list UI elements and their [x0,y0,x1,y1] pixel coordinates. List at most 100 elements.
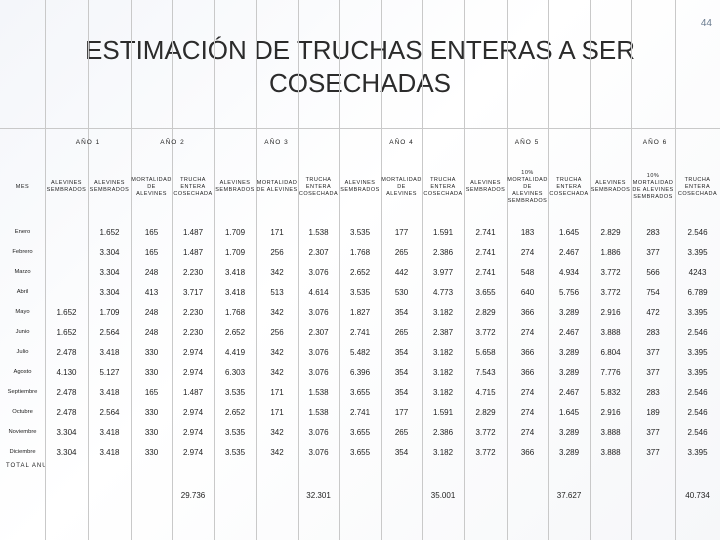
table-cell: 2.652 [225,327,246,337]
column-divider [214,0,215,540]
table-cell: 3.304 [99,287,120,297]
month-label: Marzo [14,269,31,275]
table-cell: 2.387 [433,327,454,337]
table-cell: 274 [520,407,535,417]
table-cell: 3.289 [559,367,580,377]
table-cell: 4243 [688,267,707,277]
table-cell: 5.832 [600,387,621,397]
table-cell: 3.772 [475,427,496,437]
table-cell: 177 [394,407,409,417]
month-label: Enero [14,229,31,235]
table-cell: 3.182 [433,387,454,397]
table-cell: 265 [394,327,409,337]
table-cell: 2.546 [687,387,708,397]
table-cell: 7.776 [600,367,621,377]
table-cell: 3.888 [600,427,621,437]
table-cell: 1.487 [183,387,204,397]
table-cell: 2.546 [687,407,708,417]
month-label: Octubre [12,409,33,415]
table-cell: 274 [520,427,535,437]
column-divider [298,0,299,540]
table-cell: 2.307 [308,247,329,257]
table-cell: 2.467 [559,387,580,397]
table-cell: 2.741 [475,247,496,257]
month-label: Abril [16,289,29,295]
table-cell: 3.772 [475,327,496,337]
table-cell: 2.974 [183,447,204,457]
table-row: Abril 3.304 413 3.717 3.418 513 4.614 3.535 530… [0,282,720,302]
table-cell: 3.395 [687,447,708,457]
table-cell: 3.977 [433,267,454,277]
table-cell: 1.538 [308,407,329,417]
table-cell: 265 [394,247,409,257]
table-cell: 7.543 [475,367,496,377]
table-cell: 283 [646,387,660,397]
table-cell: 330 [144,347,159,357]
table-cell: 1.652 [99,227,120,237]
table-cell: 2.230 [183,267,204,277]
table-cell: 442 [394,267,409,277]
table-cell: 2.974 [183,407,204,417]
month-label: Diciembre [9,449,36,455]
table-cell: 3.888 [600,447,621,457]
table-cell: 2.386 [433,247,454,257]
table-cell: 2.741 [475,227,496,237]
table-cell [45,282,88,302]
table-cell: 354 [394,347,409,357]
table-cell: 640 [520,287,535,297]
table-cell: 3.655 [350,447,371,457]
table-top-border [0,128,720,129]
month-label: Agosto [13,369,32,375]
table-cell: 2.829 [475,407,496,417]
table-cell: 3.418 [225,287,246,297]
month-label: Febrero [12,249,33,255]
column-divider [422,0,423,540]
table-cell: 5.756 [559,287,580,297]
table-row: Diciembre 3.304 3.418 330 2.974 3.535 342 3.07… [0,442,720,462]
col-header-alevines: ALEVINES SEMBRADOS [89,180,130,193]
table-cell: 4.419 [225,347,246,357]
table-cell: 3.076 [308,347,329,357]
total-value-year-3: 32.301 [306,491,331,500]
col-header-mortalidad-pct: 10% MORTALIDAD DE ALEVINES SEMBRADOS [507,169,548,204]
table-cell: 3.182 [433,447,454,457]
table-cell: 6.804 [600,347,621,357]
col-header-trucha: TRUCHA ENTERA COSECHADA [298,176,339,197]
table-cell: 2.916 [600,407,621,417]
table-cell: 3.182 [433,347,454,357]
column-divider [172,0,173,540]
table-row: Enero 1.652 165 1.487 1.709 171 1.538 3.535 177… [0,222,720,242]
col-header-trucha: TRUCHA ENTERA COSECHADA [549,176,589,197]
table-cell: 3.395 [687,347,708,357]
month-label: Mayo [15,309,30,315]
column-divider [464,0,465,540]
table-cell: 171 [270,407,284,417]
table-cell: 3.304 [56,447,77,457]
table-cell: 2.546 [687,427,708,437]
table-cell: 2.974 [183,367,204,377]
table-cell: 2.652 [225,407,246,417]
table-cell: 354 [394,387,409,397]
table-cell: 354 [394,447,409,457]
table-cell: 6.789 [687,287,708,297]
table-cell: 330 [144,367,159,377]
table-cell: 2.478 [56,347,77,357]
table-cell: 3.395 [687,247,708,257]
table-cell: 3.182 [433,307,454,317]
table-cell: 6.303 [225,367,246,377]
col-header-mortalidad-pct: 10% MORTALIDAD DE ALEVINES SEMBRADOS [632,173,674,200]
table-cell: 342 [270,427,284,437]
table-cell: 2.652 [350,267,371,277]
column-divider [675,0,676,540]
table-cell: 256 [270,247,284,257]
table-cell: 1.768 [350,247,371,257]
table-cell: 3.655 [350,427,371,437]
table-cell: 2.974 [183,427,204,437]
table-cell: 2.974 [183,347,204,357]
table-cell: 566 [646,267,660,277]
table-cell: 330 [144,427,159,437]
col-header-mortalidad: MORTALIDAD DE ALEVINES [131,176,172,197]
table-cell: 3.418 [99,347,120,357]
table-cell: 3.076 [308,267,329,277]
table-cell: 3.418 [99,447,120,457]
